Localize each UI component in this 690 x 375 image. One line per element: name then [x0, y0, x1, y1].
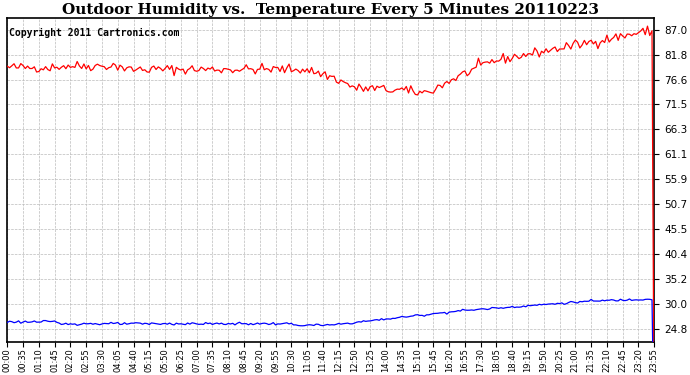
Text: Copyright 2011 Cartronics.com: Copyright 2011 Cartronics.com	[9, 28, 179, 38]
Title: Outdoor Humidity vs.  Temperature Every 5 Minutes 20110223: Outdoor Humidity vs. Temperature Every 5…	[62, 3, 599, 17]
